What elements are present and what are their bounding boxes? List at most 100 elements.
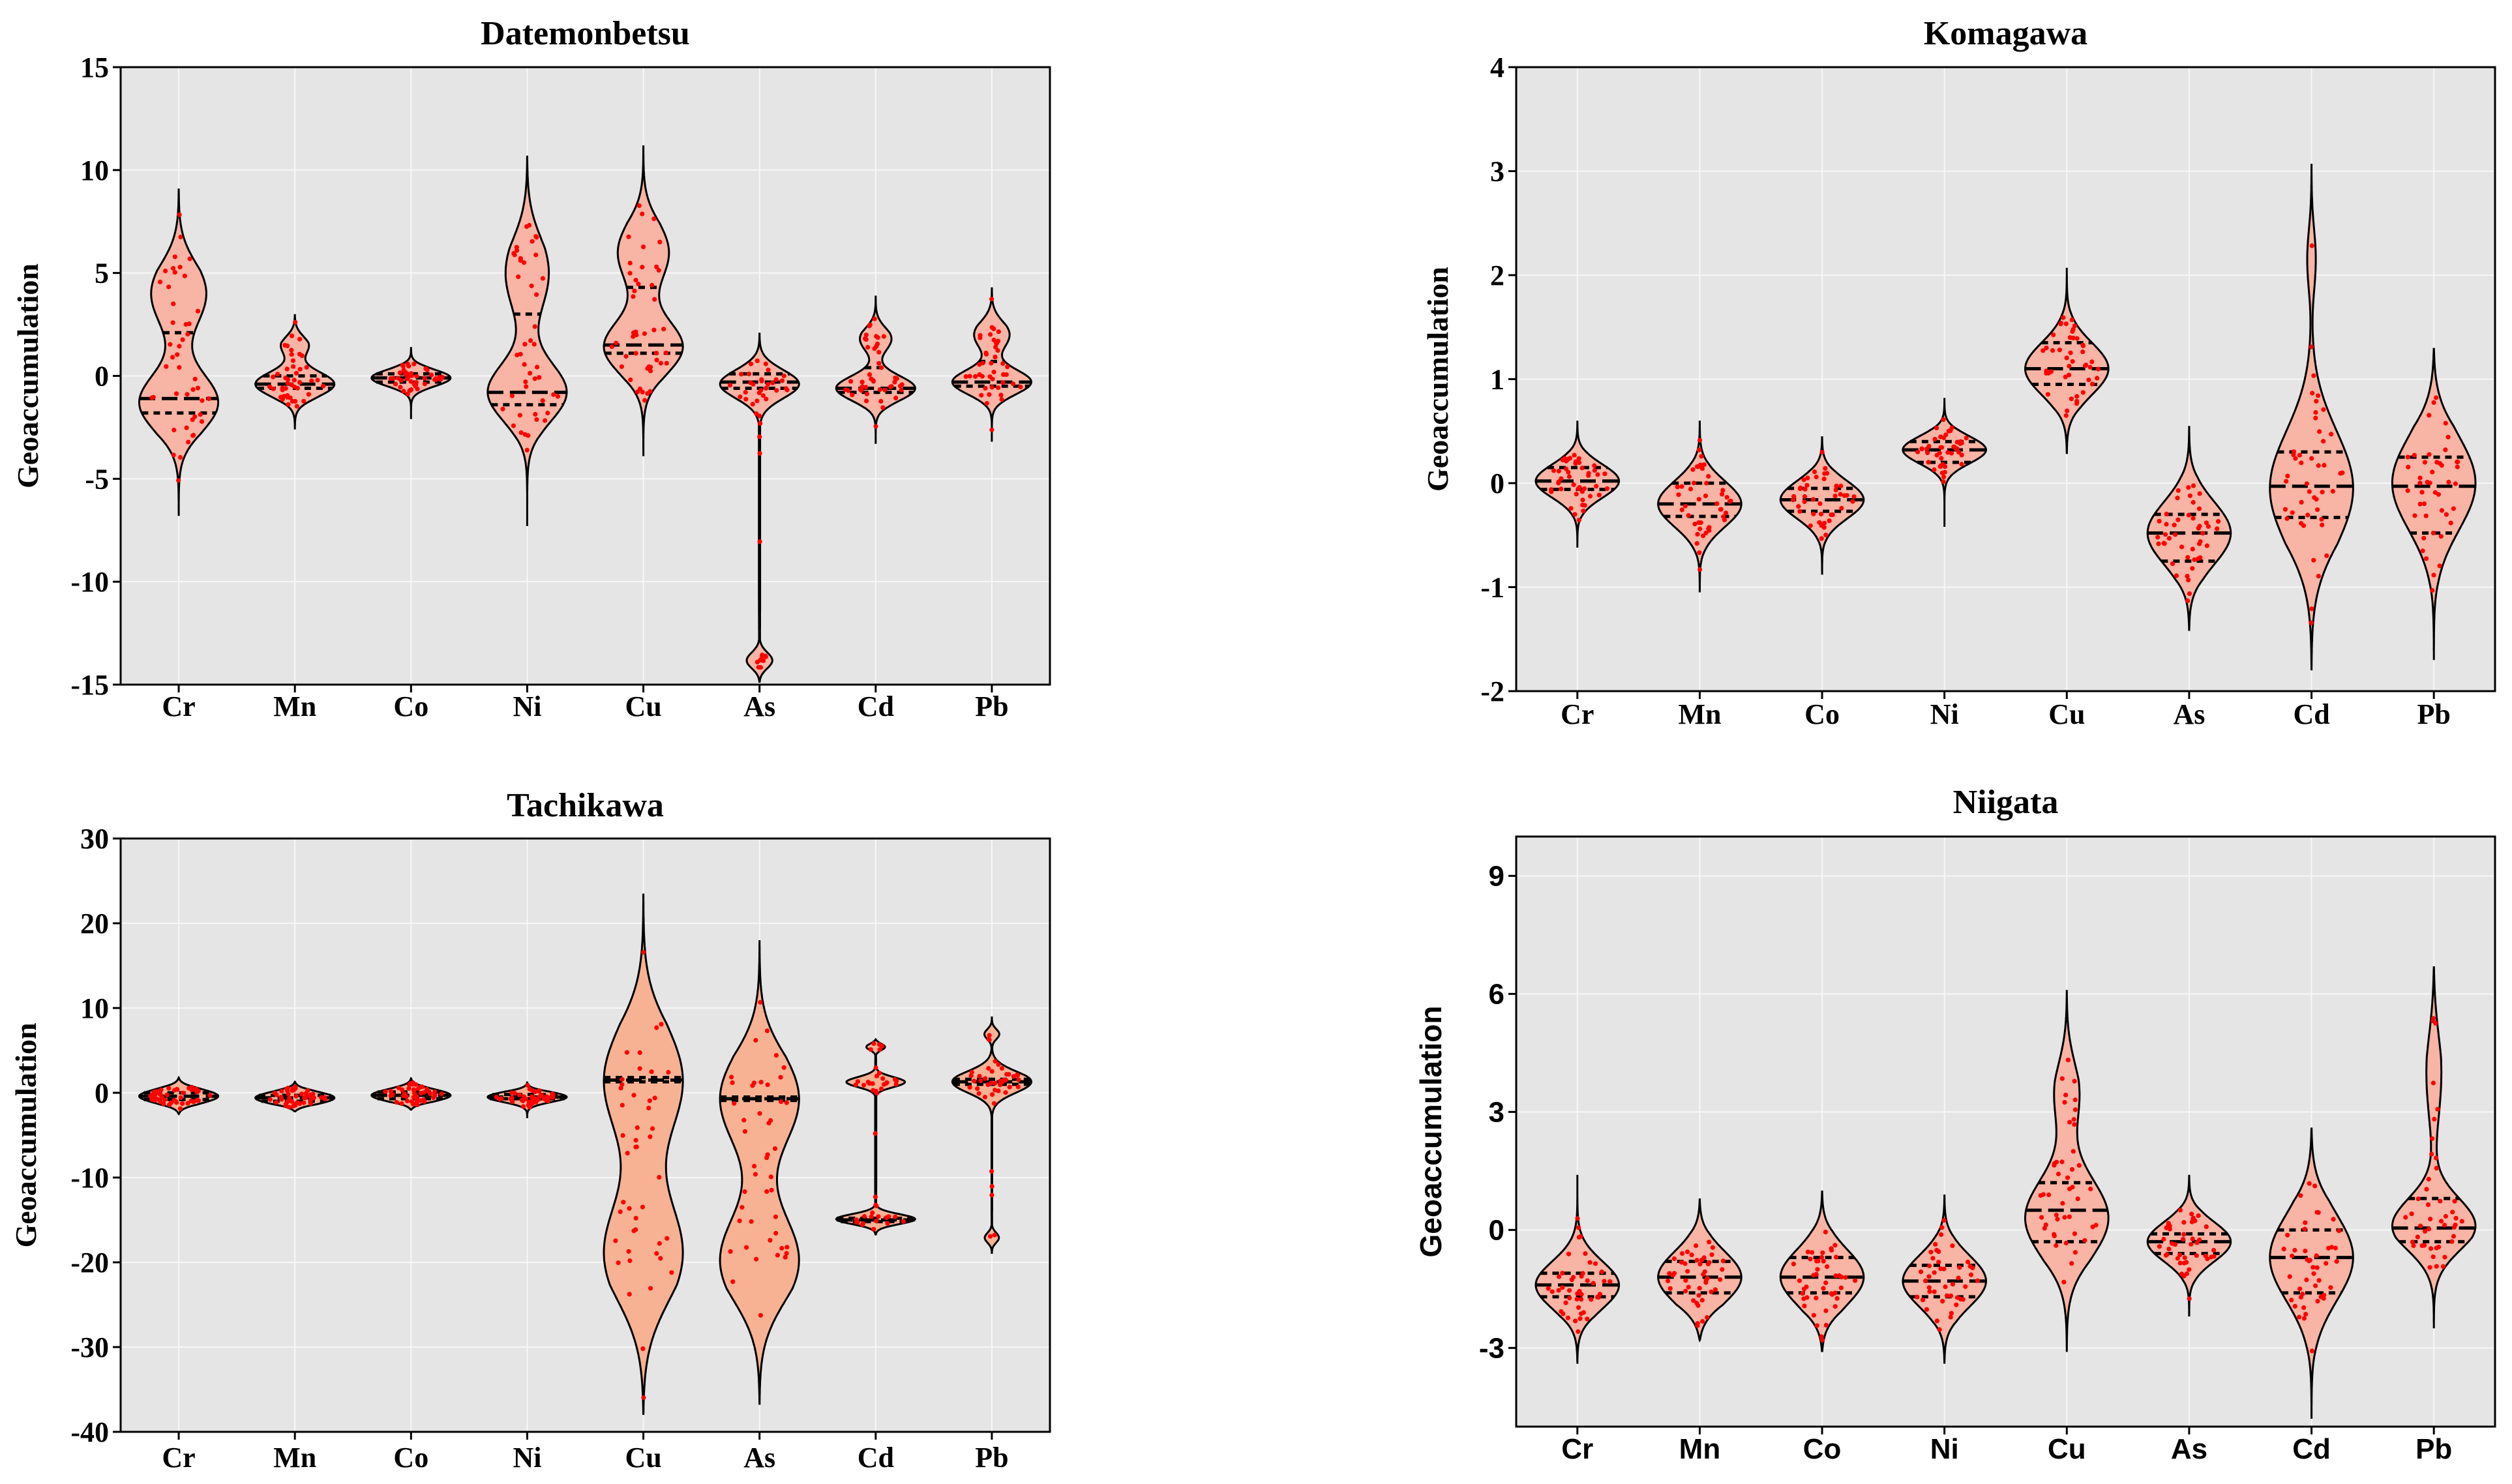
data-point bbox=[2303, 1312, 2309, 1317]
data-point bbox=[537, 375, 542, 380]
data-point bbox=[779, 1245, 785, 1251]
data-point bbox=[652, 297, 657, 302]
data-point bbox=[764, 396, 769, 402]
data-point bbox=[2059, 1159, 2065, 1165]
data-point bbox=[627, 271, 633, 276]
data-point bbox=[2215, 526, 2220, 531]
data-point bbox=[969, 1069, 974, 1075]
data-point bbox=[621, 1200, 626, 1205]
data-point bbox=[2427, 413, 2432, 418]
data-point bbox=[1666, 1278, 1671, 1284]
data-point bbox=[2451, 1234, 2457, 1239]
data-point bbox=[1921, 1298, 1926, 1303]
data-point bbox=[405, 361, 410, 366]
data-point bbox=[1709, 1252, 1714, 1257]
data-point bbox=[1802, 1303, 1807, 1309]
data-point bbox=[888, 384, 893, 390]
data-point bbox=[2333, 1245, 2338, 1251]
data-point bbox=[158, 1099, 163, 1105]
data-point bbox=[500, 406, 505, 411]
data-point bbox=[2170, 561, 2176, 567]
data-point bbox=[2185, 598, 2191, 604]
data-point bbox=[854, 1219, 860, 1224]
data-point bbox=[388, 376, 393, 381]
data-point bbox=[1595, 1294, 1600, 1299]
data-point bbox=[2322, 463, 2327, 468]
data-point bbox=[1821, 476, 1827, 482]
data-point bbox=[2442, 1223, 2447, 1228]
data-point bbox=[397, 370, 402, 376]
data-point bbox=[2166, 1246, 2172, 1252]
data-point bbox=[1975, 1278, 1981, 1283]
data-point bbox=[206, 396, 211, 402]
data-point bbox=[178, 1095, 183, 1101]
data-point bbox=[1812, 469, 1817, 475]
data-point bbox=[185, 331, 190, 337]
y-tick-label: -10 bbox=[70, 566, 109, 598]
data-point bbox=[1697, 1286, 1702, 1291]
data-point bbox=[1679, 1260, 1684, 1265]
data-point bbox=[863, 336, 868, 341]
data-point bbox=[527, 222, 532, 228]
y-tick-label: -30 bbox=[70, 1331, 109, 1363]
data-point bbox=[162, 1097, 168, 1103]
data-point bbox=[758, 1080, 764, 1085]
data-point bbox=[1566, 474, 1572, 479]
data-point bbox=[1697, 526, 1703, 531]
data-point bbox=[1939, 1232, 1944, 1238]
data-point bbox=[1691, 1298, 1696, 1303]
data-point bbox=[398, 385, 403, 390]
data-point bbox=[1699, 1298, 1705, 1303]
data-point bbox=[2054, 1243, 2059, 1248]
data-point bbox=[881, 334, 886, 339]
x-tick-label: Pb bbox=[975, 690, 1008, 722]
violin-cd bbox=[835, 1037, 917, 1236]
data-point bbox=[853, 1082, 858, 1088]
data-point bbox=[748, 361, 754, 366]
data-point bbox=[637, 1050, 642, 1055]
data-point bbox=[1932, 467, 1937, 473]
plot-frame bbox=[1515, 835, 2496, 1428]
data-point bbox=[1797, 1278, 1802, 1283]
data-point bbox=[620, 1103, 625, 1108]
data-point bbox=[529, 283, 534, 289]
data-point bbox=[1572, 453, 1577, 458]
data-point bbox=[2429, 1151, 2434, 1157]
data-point bbox=[1850, 499, 1855, 504]
data-point bbox=[177, 265, 183, 270]
data-point bbox=[2181, 1237, 2186, 1242]
data-point bbox=[289, 333, 295, 338]
data-point bbox=[173, 1099, 179, 1104]
data-point bbox=[543, 1096, 548, 1101]
data-point bbox=[742, 1189, 747, 1195]
data-point bbox=[1572, 512, 1577, 517]
y-tick-label: 30 bbox=[80, 823, 109, 855]
data-point bbox=[999, 397, 1004, 402]
data-point bbox=[657, 1241, 662, 1246]
data-point bbox=[190, 387, 196, 393]
data-point bbox=[534, 417, 539, 423]
data-point bbox=[1925, 450, 1930, 456]
data-point bbox=[522, 432, 528, 437]
data-point bbox=[2452, 1198, 2457, 1204]
data-point bbox=[2301, 1316, 2307, 1321]
data-point bbox=[978, 333, 983, 338]
data-point bbox=[2311, 557, 2316, 563]
data-point bbox=[401, 1093, 406, 1099]
data-point bbox=[656, 267, 661, 273]
data-point bbox=[2176, 517, 2181, 522]
data-point bbox=[1839, 1275, 1844, 1280]
data-point bbox=[1006, 1072, 1011, 1077]
data-point bbox=[2418, 1223, 2423, 1228]
data-point bbox=[2415, 1234, 2420, 1239]
data-point bbox=[2423, 513, 2429, 518]
data-point bbox=[1004, 372, 1009, 378]
data-point bbox=[2316, 393, 2321, 398]
data-point bbox=[283, 1103, 289, 1108]
data-point bbox=[1818, 511, 1824, 517]
data-point bbox=[658, 361, 664, 366]
data-point bbox=[1720, 492, 1725, 497]
data-point bbox=[176, 478, 181, 483]
violin-cu bbox=[2024, 990, 2110, 1352]
data-point bbox=[1844, 493, 1849, 498]
